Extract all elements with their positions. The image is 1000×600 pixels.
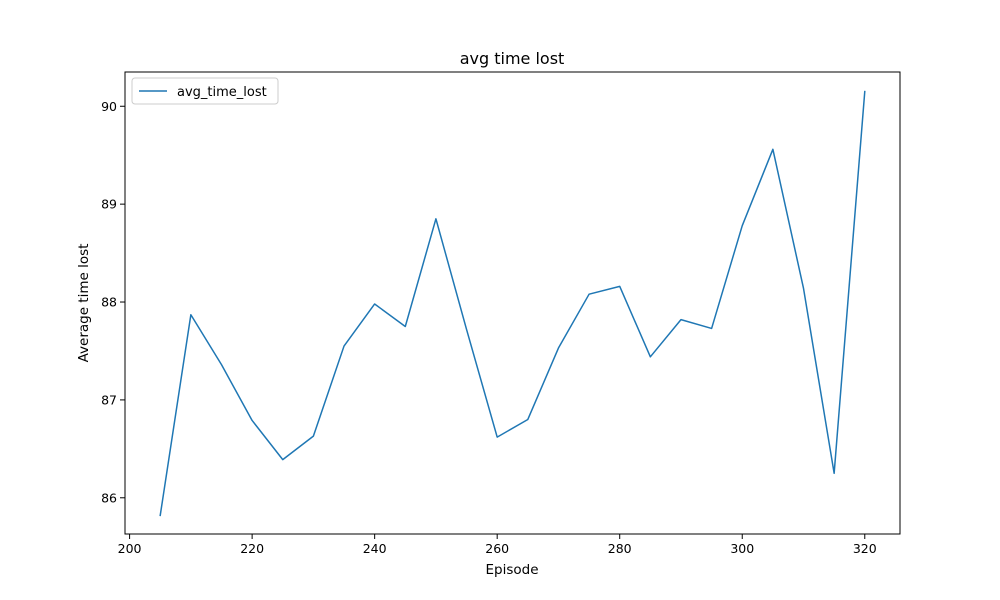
legend-label: avg_time_lost xyxy=(177,85,267,100)
chart-title: avg time lost xyxy=(460,49,565,68)
x-tick-label: 240 xyxy=(363,541,387,556)
x-tick-label: 280 xyxy=(608,541,632,556)
x-axis-label: Episode xyxy=(485,562,538,578)
x-tick-label: 200 xyxy=(118,541,142,556)
x-tick-label: 300 xyxy=(730,541,754,556)
legend-box xyxy=(131,77,279,105)
series-layer xyxy=(159,90,866,517)
y-tick-label: 88 xyxy=(101,295,117,310)
legend: avg_time_lost xyxy=(131,77,279,105)
x-tick-label: 220 xyxy=(240,541,264,556)
y-tick-label: 90 xyxy=(101,99,117,114)
x-tick-label: 320 xyxy=(853,541,877,556)
y-tick-label: 86 xyxy=(101,490,117,505)
series-line-0 xyxy=(159,90,866,517)
x-tick-label: 260 xyxy=(485,541,509,556)
y-tick-label: 87 xyxy=(101,392,117,407)
y-axis-label: Average time lost xyxy=(76,244,92,363)
x-axis: 200 220 240 260 280 300 320 xyxy=(118,534,877,556)
y-tick-label: 89 xyxy=(101,197,117,212)
plot-area xyxy=(124,71,901,535)
y-axis: 86 87 88 89 90 xyxy=(101,99,125,505)
